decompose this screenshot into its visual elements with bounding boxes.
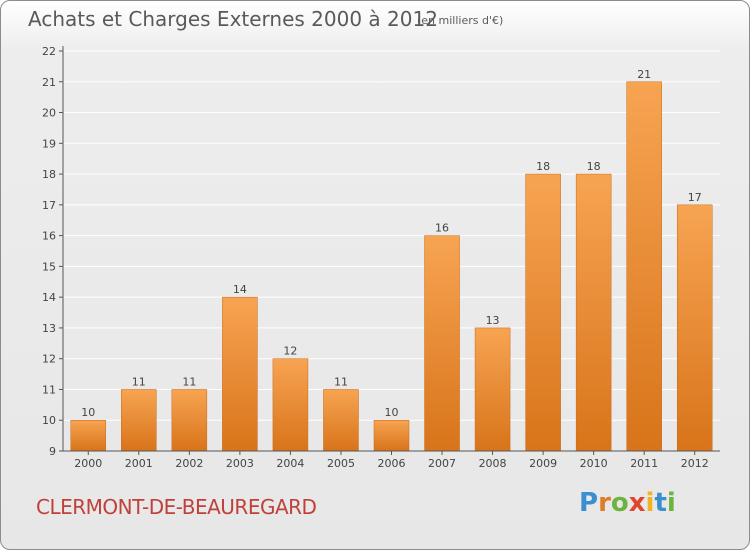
x-tick-label: 2012 (681, 457, 709, 470)
y-tick-label: 18 (42, 168, 56, 181)
y-tick-label: 15 (42, 260, 56, 273)
y-tick-label: 13 (42, 322, 56, 335)
y-tick-label: 14 (42, 291, 56, 304)
data-label: 12 (283, 345, 297, 358)
data-label: 11 (334, 375, 348, 388)
bar (626, 81, 662, 452)
bar (121, 389, 157, 452)
proxiti-logo: Proxiti (579, 488, 676, 518)
y-tick-label: 11 (42, 383, 56, 396)
data-label: 10 (385, 406, 399, 419)
bar (323, 389, 359, 452)
bar (171, 389, 208, 452)
x-tick-label: 2008 (479, 457, 507, 470)
bar (70, 419, 107, 452)
y-tick-label: 22 (42, 45, 56, 58)
bar (424, 235, 460, 452)
data-label: 10 (81, 406, 95, 419)
y-tick-label: 9 (49, 445, 56, 458)
logo-letter: i (645, 488, 655, 518)
data-label: 21 (637, 68, 651, 81)
logo-letter: x (628, 488, 646, 518)
bar (373, 419, 410, 452)
x-tick-label: 2010 (580, 457, 608, 470)
logo-letter: t (654, 488, 667, 518)
x-tick-label: 2011 (630, 457, 658, 470)
y-tick-label: 10 (42, 414, 56, 427)
bar (525, 173, 561, 452)
chart-title: Achats et Charges Externes 2000 à 2012 (28, 7, 438, 31)
y-tick-label: 19 (42, 137, 56, 150)
data-label: 16 (435, 222, 449, 235)
x-tick-label: 2002 (175, 457, 203, 470)
y-tick-label: 20 (42, 107, 56, 120)
x-tick-label: 2009 (529, 457, 557, 470)
x-tick-label: 2006 (378, 457, 406, 470)
logo-letter: r (598, 488, 611, 518)
logo-letter: o (610, 488, 629, 518)
chart-subtitle: (en milliers d'€) (417, 14, 504, 27)
data-label: 11 (132, 375, 146, 388)
data-label: 11 (182, 375, 196, 388)
data-label: 18 (536, 160, 550, 173)
y-tick-label: 21 (42, 76, 56, 89)
x-tick-label: 2001 (125, 457, 153, 470)
logo-letter: i (666, 488, 676, 518)
x-tick-label: 2000 (74, 457, 102, 470)
x-tick-label: 2004 (276, 457, 304, 470)
bar (676, 204, 713, 452)
x-tick-label: 2003 (226, 457, 254, 470)
x-tick-label: 2005 (327, 457, 355, 470)
town-name: CLERMONT-DE-BEAUREGARD (36, 495, 317, 519)
data-label: 17 (688, 191, 702, 204)
data-label: 18 (587, 160, 601, 173)
y-tick-label: 17 (42, 199, 56, 212)
logo-letter: P (579, 488, 599, 518)
bar (474, 327, 511, 452)
data-label: 14 (233, 283, 247, 296)
x-tick-label: 2007 (428, 457, 456, 470)
bar (272, 358, 309, 452)
data-label: 13 (486, 314, 500, 327)
bar (575, 173, 612, 452)
y-tick-label: 12 (42, 353, 56, 366)
bar (222, 296, 258, 452)
y-tick-label: 16 (42, 230, 56, 243)
